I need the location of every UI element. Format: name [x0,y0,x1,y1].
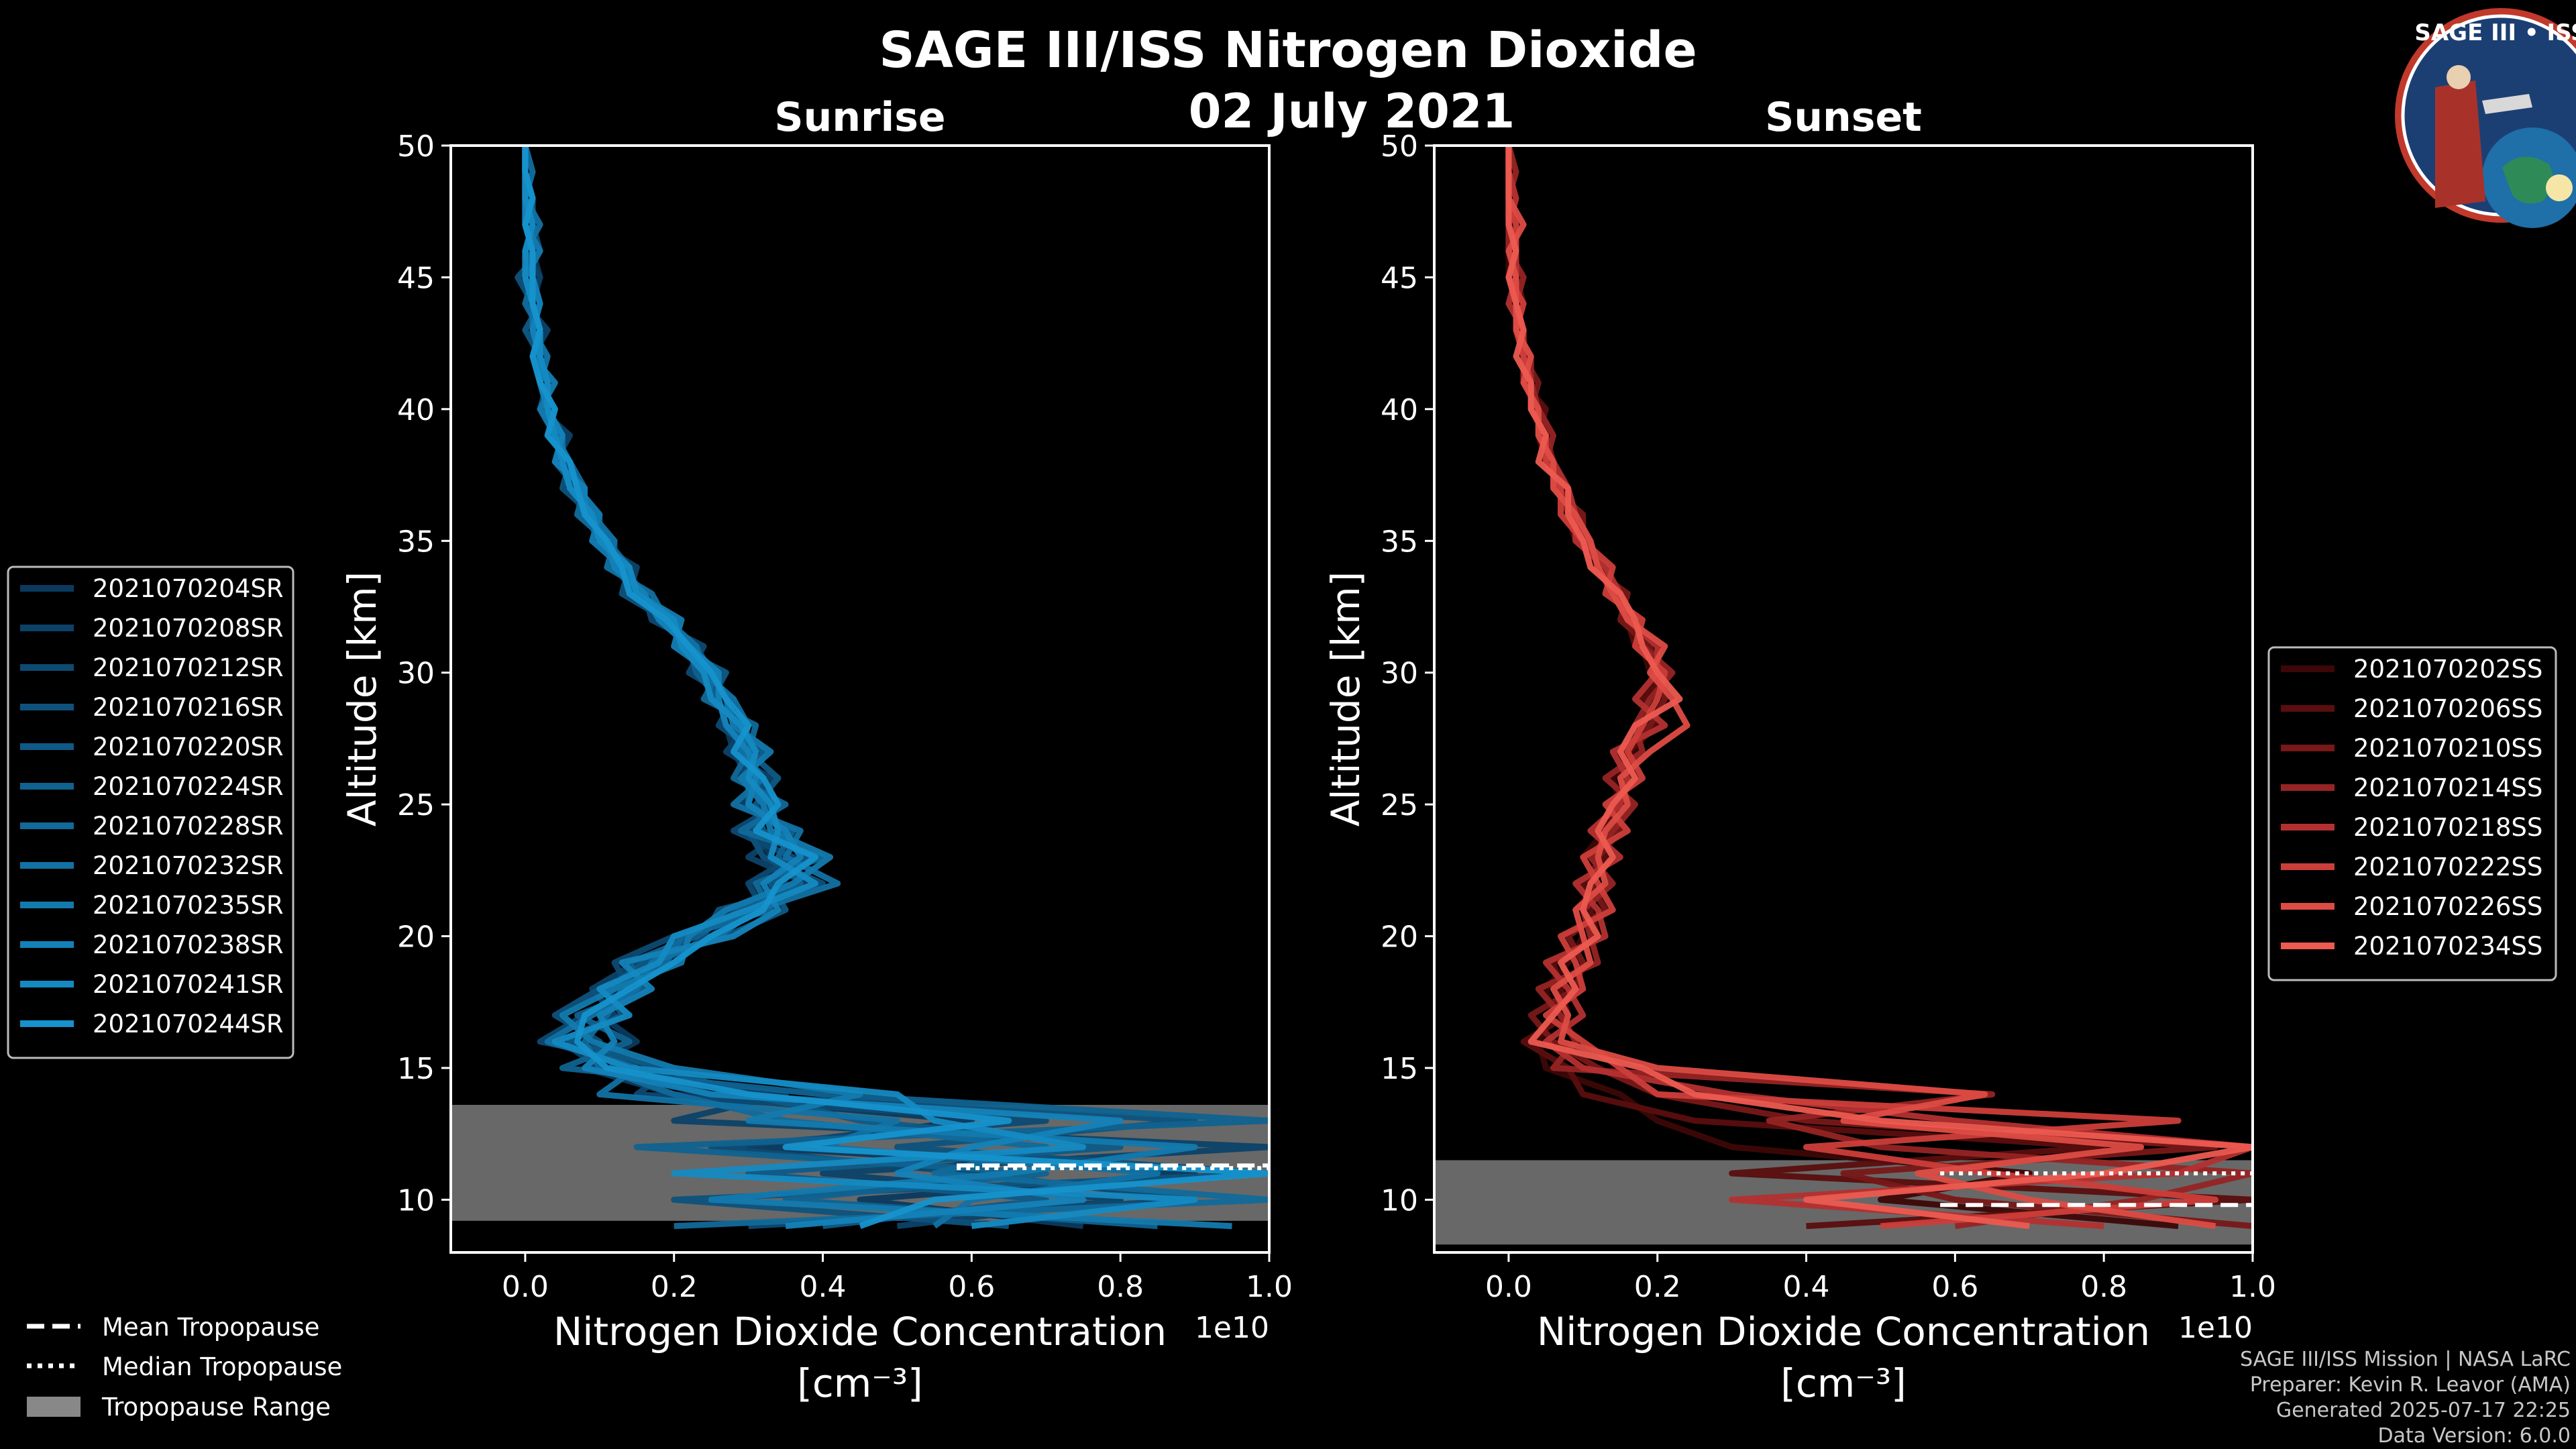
plot-frame [449,144,1271,1254]
x-tick-label: 0.6 [948,1270,995,1304]
x-tick-label: 1.0 [1246,1270,1293,1304]
x-tick-label: 0.8 [2080,1270,2127,1304]
sunset-panel: 0.0 0.2 0.4 0.6 0.8 1.0 10 15 20 25 30 35 40 45 50 Suns… [1323,94,2276,1406]
legend-label-2021070226SS: 2021070226SS [2353,892,2542,921]
logo-sun [2546,174,2573,201]
footer-data-version: Data Version: 6.0.0 [2378,1424,2571,1448]
y-tick-label: 20 [397,920,435,955]
median-tropopause-label: Median Tropopause [102,1352,342,1381]
footer-mission: SAGE III/ISS Mission | NASA LaRC [2240,1348,2571,1371]
y-tick-label: 35 [1381,525,1418,559]
x-axis-unit: [cm⁻³] [797,1360,923,1406]
y-tick-label: 45 [1381,261,1418,295]
y-tick-label: 20 [1381,920,1418,955]
legend-label-2021070222SS: 2021070222SS [2353,853,2542,881]
plot-frame [1433,144,2254,1254]
tropopause-legend: Mean Tropopause Median Tropopause Tropop… [27,1313,342,1421]
chart-date: 02 July 2021 [1189,84,1515,139]
x-multiplier: 1e10 [2178,1311,2253,1345]
legend-label-2021070214SS: 2021070214SS [2353,773,2542,802]
tropopause-range-swatch [27,1397,80,1417]
y-axis-label: Altitude [km] [1323,572,1368,826]
sunrise-legend: 2021070204SR 2021070208SR 2021070212SR 2021… [7,566,294,1059]
y-tick-label: 10 [397,1183,435,1218]
y-tick-label: 45 [397,261,435,295]
legend-label-2021070212SR: 2021070212SR [93,653,284,682]
logo-station [2482,94,2532,114]
x-tick-label: 0.4 [800,1270,847,1304]
series-line-2021070202SS [1505,146,2179,1230]
series-line-2021070226SS [1505,146,2216,1230]
legend-label-2021070216SR: 2021070216SR [93,693,284,722]
legend-label-2021070224SR: 2021070224SR [93,772,284,801]
y-tick-label: 40 [397,393,435,427]
legend-label-2021070202SS: 2021070202SS [2353,655,2542,684]
y-tick-label: 30 [397,657,435,691]
x-axis-label: Nitrogen Dioxide Concentration [1537,1309,2150,1354]
legend-label-2021070204SR: 2021070204SR [93,574,284,603]
footer-generated: Generated 2025-07-17 22:25 [2276,1399,2571,1422]
y-tick-label: 10 [1381,1183,1418,1218]
sage-iii-iss-logo: SAGE III • ISS [2395,8,2576,228]
x-tick-label: 0.0 [502,1270,549,1304]
y-tick-label: 15 [397,1052,435,1086]
legend-label-2021070235SR: 2021070235SR [93,891,284,920]
series-line-2021070244SR [522,146,1269,1229]
series-line-2021070234SS [1505,146,2253,1230]
sunrise-panel: 0.0 0.2 0.4 0.6 0.8 1.0 10 15 20 25 30 35 40 45 50 Sunr… [339,94,1293,1406]
legend-label-2021070210SS: 2021070210SS [2353,734,2542,763]
series-line-2021070241SR [522,146,1198,1230]
y-tick-label: 35 [397,525,435,559]
tropopause-range-label: Tropopause Range [101,1393,331,1421]
y-tick-label: 50 [1381,129,1418,164]
legend-box [2267,646,2557,981]
mean-tropopause-label: Mean Tropopause [102,1313,320,1342]
y-tick-label: 25 [397,788,435,822]
footer-preparer: Preparer: Kevin R. Leavor (AMA) [2250,1373,2571,1397]
footer: SAGE III/ISS Mission | NASA LaRC Prepare… [2240,1348,2571,1448]
series-group [1505,146,2253,1230]
legend-label-2021070228SR: 2021070228SR [93,812,284,841]
legend-label-2021070220SR: 2021070220SR [93,733,284,761]
legend-label-2021070234SS: 2021070234SS [2353,932,2542,961]
panel-title: Sunrise [774,94,945,141]
series-group [515,146,1269,1230]
x-tick-label: 0.0 [1485,1270,1532,1304]
chart-title: SAGE III/ISS Nitrogen Dioxide [879,21,1697,79]
legend-label-2021070241SR: 2021070241SR [93,970,284,999]
legend-label-2021070206SS: 2021070206SS [2353,694,2542,723]
y-tick-label: 30 [1381,657,1418,691]
legend-box [7,566,294,1059]
y-tick-label: 40 [1381,393,1418,427]
legend-label-2021070218SS: 2021070218SS [2353,813,2542,842]
x-tick-label: 0.8 [1097,1270,1144,1304]
x-axis-unit: [cm⁻³] [1780,1360,1907,1406]
y-axis-label: Altitude [km] [339,572,385,826]
x-axis-label: Nitrogen Dioxide Concentration [553,1309,1167,1354]
x-multiplier: 1e10 [1195,1311,1269,1345]
logo-figure [2435,80,2485,208]
legend-label-2021070238SR: 2021070238SR [93,930,284,959]
x-tick-label: 1.0 [2229,1270,2276,1304]
x-tick-label: 0.4 [1783,1270,1830,1304]
y-tick-label: 50 [397,129,435,164]
legend-label-2021070208SR: 2021070208SR [93,614,284,643]
x-tick-label: 0.2 [1634,1270,1681,1304]
legend-label-2021070232SR: 2021070232SR [93,851,284,880]
x-tick-label: 0.6 [1931,1270,1978,1304]
logo-text: SAGE III • ISS [2414,19,2576,46]
x-tick-label: 0.2 [651,1270,698,1304]
sunset-legend: 2021070202SS 2021070206SS 2021070210SS 2021… [2267,646,2557,981]
y-tick-label: 25 [1381,788,1418,822]
logo-figure-head [2447,65,2471,89]
y-tick-label: 15 [1381,1052,1418,1086]
panel-title: Sunset [1765,94,1922,141]
legend-label-2021070244SR: 2021070244SR [93,1010,284,1038]
logo-continent [2502,156,2553,204]
